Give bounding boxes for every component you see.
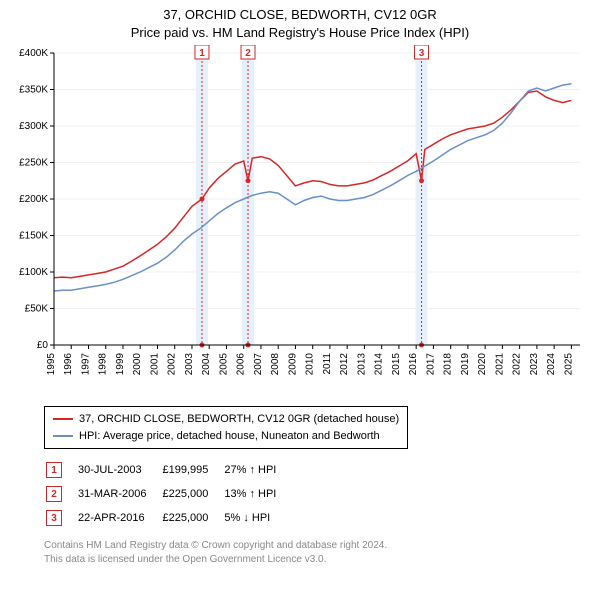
event-price: £199,995 xyxy=(162,459,222,481)
event-row: 1 30-JUL-2003£199,99527% ↑ HPI xyxy=(46,459,290,481)
svg-text:2014: 2014 xyxy=(374,353,385,376)
event-price: £225,000 xyxy=(162,483,222,505)
svg-text:2016: 2016 xyxy=(408,353,419,376)
svg-text:2018: 2018 xyxy=(443,353,454,376)
svg-text:2009: 2009 xyxy=(287,353,298,376)
event-diff: 27% ↑ HPI xyxy=(224,459,290,481)
svg-text:2004: 2004 xyxy=(201,353,212,376)
svg-text:1995: 1995 xyxy=(46,353,57,376)
svg-text:2024: 2024 xyxy=(546,353,557,376)
svg-text:2006: 2006 xyxy=(236,353,247,376)
legend-swatch-hpi xyxy=(53,435,73,437)
legend-swatch-property xyxy=(53,418,73,420)
svg-text:£100K: £100K xyxy=(19,267,48,278)
svg-text:1997: 1997 xyxy=(80,353,91,376)
event-diff: 5% ↓ HPI xyxy=(224,507,290,529)
svg-text:£350K: £350K xyxy=(19,85,48,96)
svg-text:1998: 1998 xyxy=(98,353,109,376)
legend: 37, ORCHID CLOSE, BEDWORTH, CV12 0GR (de… xyxy=(44,406,408,449)
svg-text:2005: 2005 xyxy=(218,353,229,376)
svg-text:2013: 2013 xyxy=(356,353,367,376)
svg-text:2008: 2008 xyxy=(270,353,281,376)
event-price: £225,000 xyxy=(162,507,222,529)
svg-text:2022: 2022 xyxy=(512,353,523,376)
svg-text:2017: 2017 xyxy=(425,353,436,376)
svg-text:2001: 2001 xyxy=(149,353,160,376)
svg-text:1999: 1999 xyxy=(115,353,126,376)
footer-line-2: This data is licensed under the Open Gov… xyxy=(44,553,600,567)
event-marker: 2 xyxy=(46,486,62,502)
legend-label-property: 37, ORCHID CLOSE, BEDWORTH, CV12 0GR (de… xyxy=(79,411,399,428)
svg-text:£400K: £400K xyxy=(19,48,48,59)
event-diff: 13% ↑ HPI xyxy=(224,483,290,505)
svg-text:2020: 2020 xyxy=(477,353,488,376)
svg-text:2019: 2019 xyxy=(460,353,471,376)
event-date: 30-JUL-2003 xyxy=(78,459,160,481)
chart-svg: £0 £50K £100K £150K £200K £250K £300K £350K £400… xyxy=(10,45,590,400)
svg-text:2012: 2012 xyxy=(339,353,350,376)
title-block: 37, ORCHID CLOSE, BEDWORTH, CV12 0GR Pri… xyxy=(0,0,600,43)
svg-text:2023: 2023 xyxy=(529,353,540,376)
svg-text:2007: 2007 xyxy=(253,353,264,376)
event-marker: 1 xyxy=(46,462,62,478)
svg-text:2011: 2011 xyxy=(322,353,333,375)
svg-text:£50K: £50K xyxy=(25,304,49,315)
svg-text:1996: 1996 xyxy=(63,353,74,376)
event-row: 2 31-MAR-2006£225,00013% ↑ HPI xyxy=(46,483,290,505)
legend-row-hpi: HPI: Average price, detached house, Nune… xyxy=(53,428,399,445)
svg-text:2025: 2025 xyxy=(563,353,574,376)
svg-text:1: 1 xyxy=(199,48,205,59)
event-date: 31-MAR-2006 xyxy=(78,483,160,505)
event-marker: 3 xyxy=(46,510,62,526)
svg-text:£150K: £150K xyxy=(19,231,48,242)
legend-label-hpi: HPI: Average price, detached house, Nune… xyxy=(79,428,380,445)
svg-text:£0: £0 xyxy=(37,340,49,351)
svg-text:£300K: £300K xyxy=(19,121,48,132)
svg-text:£250K: £250K xyxy=(19,158,48,169)
svg-text:2000: 2000 xyxy=(132,353,143,376)
svg-text:2010: 2010 xyxy=(305,353,316,376)
events-table: 1 30-JUL-2003£199,99527% ↑ HPI 2 31-MAR-200… xyxy=(44,457,292,531)
svg-text:2021: 2021 xyxy=(494,353,505,376)
legend-row-property: 37, ORCHID CLOSE, BEDWORTH, CV12 0GR (de… xyxy=(53,411,399,428)
title-line-1: 37, ORCHID CLOSE, BEDWORTH, CV12 0GR xyxy=(0,6,600,24)
event-date: 22-APR-2016 xyxy=(78,507,160,529)
footer: Contains HM Land Registry data © Crown c… xyxy=(44,539,600,566)
event-row: 3 22-APR-2016£225,0005% ↓ HPI xyxy=(46,507,290,529)
footer-line-1: Contains HM Land Registry data © Crown c… xyxy=(44,539,600,553)
svg-text:2: 2 xyxy=(245,48,251,59)
svg-text:2002: 2002 xyxy=(167,353,178,376)
svg-text:£200K: £200K xyxy=(19,194,48,205)
svg-text:2015: 2015 xyxy=(391,353,402,376)
chart-container: £0 £50K £100K £150K £200K £250K £300K £350K £400… xyxy=(10,45,590,400)
title-line-2: Price paid vs. HM Land Registry's House … xyxy=(0,24,600,42)
svg-text:2003: 2003 xyxy=(184,353,195,376)
svg-text:3: 3 xyxy=(419,48,425,59)
